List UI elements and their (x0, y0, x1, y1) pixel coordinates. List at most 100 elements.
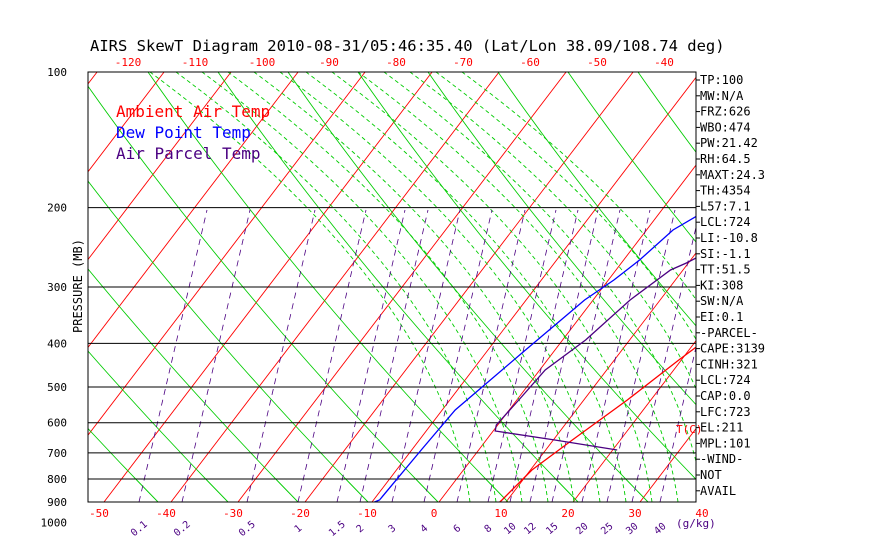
mixing-ratio-tick-label: 10 (502, 521, 518, 537)
parcel-temp-line (494, 257, 696, 451)
legend-dewpoint-label: Dew Point Temp (116, 123, 251, 142)
mixing-ratio-line (138, 209, 208, 502)
index-text: SI:-1.1 (700, 247, 751, 261)
mixing-ratio-line (359, 209, 429, 502)
mixing-ratio-line (246, 209, 316, 502)
mixing-ratio-unit: (g/kg) (676, 517, 716, 530)
mixing-ratio-tick-label: 0.1 (129, 519, 150, 539)
index-text: MPL:101 (700, 436, 751, 450)
index-text: AVAIL (700, 484, 736, 498)
mixing-ratio-tick-label: 40 (652, 521, 668, 537)
pressure-tick-label: 600 (47, 417, 67, 430)
index-text: LCL:724 (700, 373, 751, 387)
bottom-temp-tick-label: -30 (223, 507, 243, 520)
moist-adiabat-line (279, 72, 601, 502)
top-temp-tick-label: -90 (319, 56, 339, 69)
index-text: TP:100 (700, 73, 743, 87)
mixing-ratio-tick-label: 6 (452, 523, 464, 535)
mixing-ratio-line (581, 209, 651, 502)
pressure-tick-label: 800 (47, 473, 67, 486)
x-axis-label: T(C) (676, 423, 703, 436)
bottom-temp-tick-label: -10 (357, 507, 377, 520)
index-text: LFC:723 (700, 405, 751, 419)
isotherm-line (774, 72, 870, 502)
index-text: LCL:724 (700, 215, 751, 229)
pressure-tick-label: 700 (47, 447, 67, 460)
moist-adiabat-line (383, 72, 696, 464)
bottom-temp-tick-label: 30 (628, 507, 641, 520)
top-temp-tick-label: -40 (654, 56, 674, 69)
bottom-temp-tick-label: -50 (89, 507, 109, 520)
isotherm-line (88, 72, 165, 173)
top-temp-tick-label: -100 (249, 56, 276, 69)
bottom-temp-tick-label: 10 (494, 507, 507, 520)
chart-title: AIRS SkewT Diagram 2010-08-31/05:46:35.4… (90, 37, 725, 55)
top-temp-tick-label: -70 (453, 56, 473, 69)
dry-adiabat-line (0, 72, 18, 502)
index-text: TT:51.5 (700, 263, 751, 277)
index-text: CINH:321 (700, 357, 758, 371)
mixing-ratio-tick-label: 1.5 (327, 519, 348, 539)
mixing-ratio-tick-label: 4 (419, 523, 431, 535)
dry-adiabat-line (567, 72, 696, 243)
index-text: EI:0.1 (700, 310, 743, 324)
profile-lines (372, 215, 696, 502)
index-text: MW:N/A (700, 89, 744, 103)
mixing-ratio-tick-label: 1 (293, 523, 305, 535)
index-text: SW:N/A (700, 294, 744, 308)
mixing-ratio-line (423, 209, 493, 502)
index-text: NOT (700, 468, 722, 482)
index-text: KI:308 (700, 278, 743, 292)
moist-adiabat-line (461, 72, 696, 301)
mixing-ratio-line (336, 209, 406, 502)
pressure-tick-label: 500 (47, 381, 67, 394)
index-text: LI:-10.8 (700, 231, 758, 245)
index-text: -WIND- (700, 452, 743, 466)
moist-adiabat-line (201, 72, 523, 502)
index-text: -PARCEL- (700, 326, 758, 340)
dry-adiabat-line (637, 72, 696, 153)
pressure-tick-label: 200 (47, 202, 67, 215)
moist-adiabat-line (227, 72, 549, 502)
legend-parcel-label: Air Parcel Temp (116, 144, 261, 163)
top-temp-tick-label: -80 (386, 56, 406, 69)
isotherm-line (0, 72, 30, 502)
mixing-ratio-tick-label: 0.2 (172, 519, 193, 539)
index-text: CAP:0.0 (700, 389, 751, 403)
index-text: PW:21.42 (700, 136, 758, 150)
moist-adiabat-line (305, 72, 627, 502)
moist-adiabat-line (175, 72, 497, 502)
pressure-tick-label: 100 (47, 66, 67, 79)
index-text: MAXT:24.3 (700, 168, 765, 182)
mixing-ratio-line (509, 209, 579, 502)
top-temp-tick-label: -50 (587, 56, 607, 69)
index-text: TH:4354 (700, 184, 751, 198)
bottom-temp-tick-label: 0 (431, 507, 438, 520)
mixing-ratio-line (297, 209, 367, 502)
moist-adiabat-line (435, 72, 696, 341)
index-text: RH:64.5 (700, 152, 751, 166)
isotherm-line (572, 340, 696, 502)
moist-adiabat-line (409, 72, 696, 390)
top-temp-tick-label: -120 (115, 56, 142, 69)
mixing-ratio-tick-label: 30 (624, 521, 640, 537)
mixing-ratio-tick-label: 3 (387, 523, 399, 535)
grid-lines (0, 72, 870, 502)
dry-adiabat-line (88, 350, 229, 502)
mixing-ratio-line (487, 209, 557, 502)
legend-ambient-label: Ambient Air Temp (116, 102, 270, 121)
moist-adiabat-line (149, 72, 471, 502)
moist-adiabat-line (331, 72, 653, 502)
dewpoint-line (372, 215, 696, 502)
mixing-ratio-tick-label: 15 (544, 521, 560, 537)
dry-adiabat-line (88, 427, 159, 502)
index-text: EL:211 (700, 421, 743, 435)
dry-adiabat-line (848, 72, 870, 502)
bottom-temp-tick-label: -40 (156, 507, 176, 520)
pressure-tick-label: 400 (47, 337, 67, 350)
moist-adiabat-line (253, 72, 575, 502)
y-axis-label: PRESSURE (MB) (71, 239, 85, 333)
mixing-ratio-tick-label: 8 (483, 523, 495, 535)
